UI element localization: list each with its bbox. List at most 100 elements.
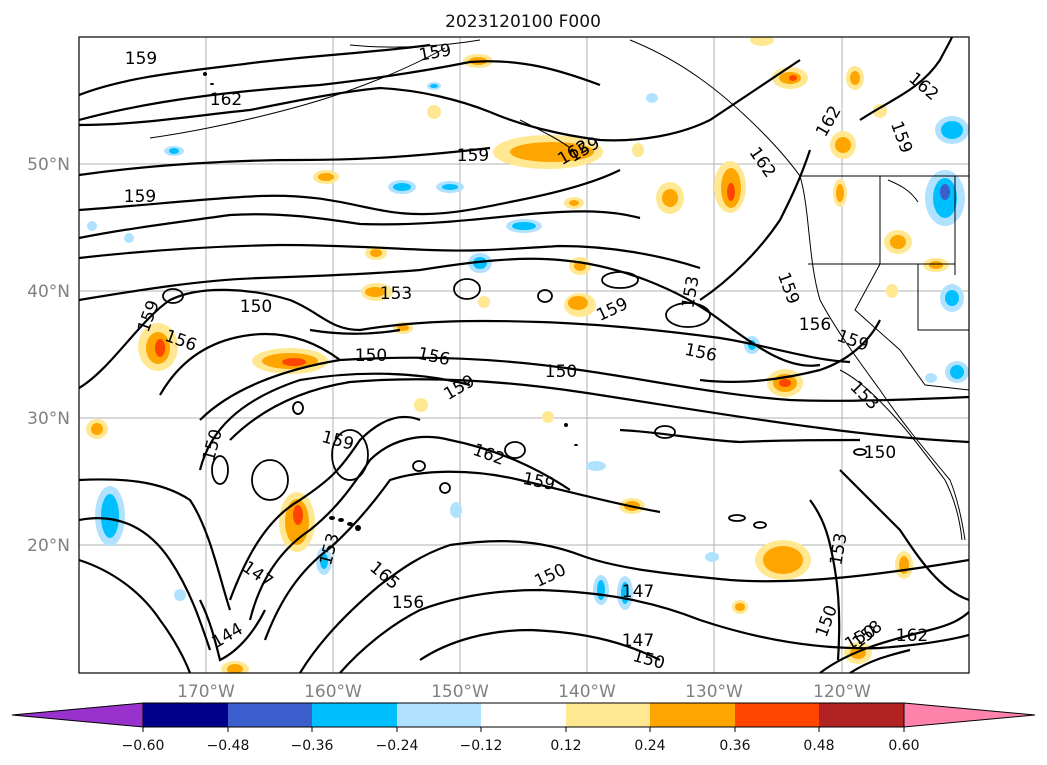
colorbar-tick: −0.60 bbox=[122, 738, 165, 754]
colorbar-segment bbox=[481, 703, 566, 727]
positive-anomaly-patch bbox=[493, 135, 603, 169]
colorbar-segment bbox=[312, 703, 397, 727]
negative-anomaly-patch bbox=[925, 373, 937, 383]
negative-anomaly-patch bbox=[925, 170, 965, 226]
colorbar: −0.60 −0.48 −0.36 −0.24 −0.12 0.12 0.24 … bbox=[11, 702, 1036, 754]
lat-label: 20°N bbox=[27, 536, 70, 556]
contour-label: 156 bbox=[799, 315, 831, 335]
colorbar-segment bbox=[143, 703, 228, 727]
contour-label: 150 bbox=[864, 443, 896, 463]
colorbar-segment bbox=[650, 703, 735, 727]
negative-anomaly-patch bbox=[124, 233, 134, 243]
colorbar-extend-low bbox=[11, 702, 144, 728]
negative-anomaly-patch bbox=[174, 589, 186, 601]
lat-label: 40°N bbox=[27, 282, 70, 302]
positive-anomaly-patch bbox=[895, 551, 913, 579]
map-title: 2023120100 F000 bbox=[445, 12, 601, 32]
negative-anomaly-patch bbox=[427, 82, 441, 90]
positive-anomaly-patch bbox=[884, 230, 912, 254]
positive-anomaly-patch bbox=[427, 105, 441, 119]
positive-anomaly-patch bbox=[923, 258, 949, 272]
colorbar-segment bbox=[397, 703, 481, 727]
negative-anomaly-patch bbox=[95, 486, 125, 546]
positive-anomaly-patch bbox=[846, 66, 864, 90]
contour-labels: 159 162 159 162 159 159 150 156 153 150 … bbox=[124, 40, 942, 674]
positive-anomaly-patch bbox=[732, 600, 748, 614]
colorbar-segment bbox=[819, 703, 904, 727]
positive-anomaly-patch bbox=[772, 67, 808, 89]
positive-anomaly-patch bbox=[564, 293, 596, 317]
colorbar-tick: 0.48 bbox=[803, 738, 834, 754]
contour-label: 147 bbox=[622, 582, 654, 602]
map-frame bbox=[78, 36, 970, 674]
positive-anomaly-patch bbox=[569, 257, 591, 275]
positive-anomaly-patch bbox=[714, 161, 746, 213]
positive-anomaly-patch bbox=[767, 369, 803, 397]
contour-label: 150 bbox=[355, 346, 387, 366]
negative-anomaly-patch bbox=[935, 116, 969, 144]
lon-label: 140°W bbox=[558, 682, 616, 702]
positive-anomaly-patch bbox=[365, 246, 387, 260]
lon-label: 170°W bbox=[177, 682, 235, 702]
positive-anomaly-patch bbox=[138, 323, 178, 371]
negative-anomaly-patch bbox=[646, 93, 658, 103]
colorbar-tick: −0.12 bbox=[460, 738, 503, 754]
contour-label: 150 bbox=[545, 362, 577, 382]
negative-anomaly-patch bbox=[945, 361, 969, 383]
lon-label: 150°W bbox=[431, 682, 489, 702]
negative-anomaly-patch bbox=[436, 181, 464, 193]
lat-label: 50°N bbox=[27, 155, 70, 175]
positive-anomaly-patch bbox=[750, 37, 774, 46]
negative-anomaly-patch bbox=[506, 219, 542, 233]
positive-anomaly-patch bbox=[221, 661, 249, 673]
colorbar-tick: −0.36 bbox=[291, 738, 334, 754]
positive-anomaly-patch bbox=[656, 182, 684, 214]
contour-label: 147 bbox=[622, 631, 654, 651]
positive-anomaly-patch bbox=[833, 179, 847, 207]
contour-label: 162 bbox=[896, 626, 928, 646]
map-content bbox=[79, 37, 969, 673]
contour-label: 159 bbox=[457, 146, 489, 166]
negative-anomaly-patch bbox=[705, 552, 719, 562]
lon-label: 160°W bbox=[304, 682, 362, 702]
positive-anomaly-patch bbox=[361, 283, 393, 301]
contour-label: 150 bbox=[240, 297, 272, 317]
positive-anomaly-patch bbox=[564, 197, 584, 209]
contour-label: 153 bbox=[380, 284, 412, 304]
colorbar-frame bbox=[142, 702, 905, 728]
colorbar-segment bbox=[566, 703, 650, 727]
positive-anomaly-patch bbox=[873, 104, 887, 118]
positive-anomaly-patch bbox=[886, 284, 898, 298]
positive-anomaly-patch bbox=[313, 170, 339, 184]
colorbar-tick: 0.24 bbox=[634, 738, 665, 754]
colorbar-tick: 0.60 bbox=[888, 738, 919, 754]
negative-anomaly-patch bbox=[164, 146, 184, 156]
positive-anomaly-patch bbox=[252, 348, 328, 374]
negative-anomaly-patch bbox=[586, 461, 606, 471]
contour-label: 159 bbox=[125, 49, 157, 69]
positive-anomaly-patch bbox=[542, 411, 554, 423]
negative-anomaly-patch bbox=[450, 502, 462, 518]
positive-anomaly-patch bbox=[414, 398, 428, 412]
colorbar-tick: −0.24 bbox=[376, 738, 419, 754]
coastlines bbox=[149, 39, 969, 541]
colorbar-extend-high bbox=[903, 702, 1036, 728]
positive-anomaly-patch bbox=[86, 419, 108, 439]
negative-anomaly-patch bbox=[593, 575, 609, 605]
colorbar-segment bbox=[228, 703, 312, 727]
contour-label: 156 bbox=[392, 593, 424, 613]
positive-anomaly-patch bbox=[478, 296, 490, 308]
lon-label: 130°W bbox=[685, 682, 743, 702]
lon-label: 120°W bbox=[813, 682, 871, 702]
positive-anomaly-patch bbox=[755, 540, 811, 580]
islands bbox=[203, 72, 578, 531]
filled-anomaly-patches bbox=[86, 37, 969, 673]
contour-label: 159 bbox=[124, 187, 156, 207]
latitude-labels: 50°N 40°N 30°N 20°N bbox=[27, 155, 70, 556]
longitude-labels: 170°W 160°W 150°W 140°W 130°W 120°W bbox=[177, 682, 871, 702]
contour-label: 162 bbox=[210, 90, 242, 110]
positive-anomaly-patch bbox=[830, 131, 856, 159]
negative-anomaly-patch bbox=[388, 180, 416, 194]
colorbar-tick: 0.36 bbox=[719, 738, 750, 754]
